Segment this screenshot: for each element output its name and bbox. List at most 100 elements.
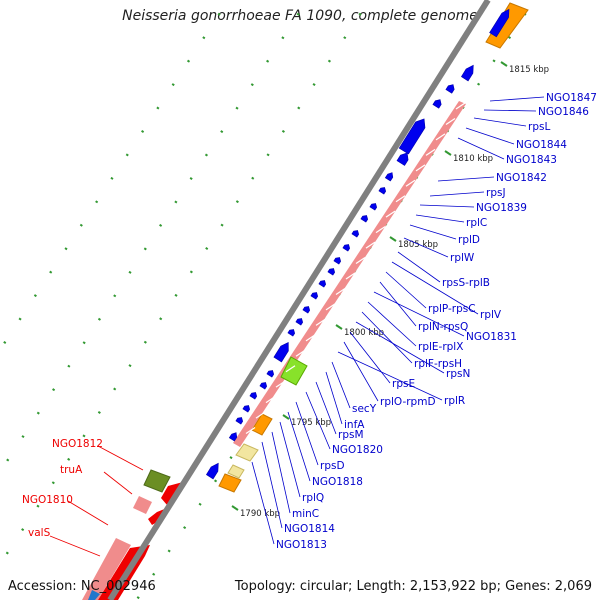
rna-gene-divider-3 [425, 148, 436, 156]
leader-line-15 [373, 291, 465, 337]
orange-block-low [218, 473, 242, 493]
forward-gene-13 [327, 268, 336, 276]
orange-block-top [485, 2, 529, 49]
red-leader-line-0 [97, 445, 144, 471]
rna-gene-divider-17 [285, 365, 296, 373]
orange-block-mid [251, 413, 273, 436]
rna-gene-divider-2 [435, 133, 446, 141]
forward-gene-15 [310, 292, 319, 300]
leader-line-29 [271, 431, 291, 514]
gene-label-24: rpsM [338, 429, 364, 441]
gene-label-11: rpsS-rplB [442, 277, 490, 289]
red-gene-label-0: NGO1812 [52, 438, 103, 450]
dotted-guide-lines [0, 0, 536, 600]
rna-gene-divider-19 [265, 396, 276, 404]
kbp-tick-3 [335, 324, 343, 330]
forward-gene-2 [445, 84, 455, 94]
leader-line-31 [251, 461, 275, 545]
gene-label-13: rplP-rpsC [428, 303, 476, 315]
gene-label-23: infA [344, 419, 365, 431]
gene-label-6: rpsJ [486, 187, 506, 199]
forward-gene-25 [228, 432, 238, 442]
forward-gene-5 [396, 152, 409, 166]
rna-gene-divider-15 [305, 334, 316, 342]
forward-gene-22 [249, 392, 258, 400]
gene-label-15: NGO1831 [466, 331, 517, 343]
leader-line-25 [305, 391, 331, 450]
rna-gene-divider-1 [445, 117, 456, 125]
yellow-block-a [235, 443, 259, 462]
forward-gene-12 [333, 257, 342, 265]
kbp-label-5: 1790 kbp [240, 509, 280, 519]
kbp-label-4: 1795 kbp [291, 418, 331, 428]
forward-gene-21 [259, 382, 268, 390]
rna-gene-divider-20 [255, 411, 266, 419]
rna-gene-divider-11 [345, 272, 356, 280]
gene-label-28: rplQ [302, 492, 324, 504]
kbp-tick-2 [389, 236, 397, 242]
gene-label-22: secY [352, 403, 377, 415]
leader-line-30 [261, 441, 283, 529]
leader-line-3 [465, 127, 515, 145]
gene-label-26: rpsD [320, 460, 345, 472]
forward-genes [205, 8, 510, 480]
leader-line-13 [385, 271, 427, 309]
gene-label-29: minC [292, 508, 319, 520]
forward-gene-20 [266, 370, 275, 378]
red-leader-line-3 [49, 535, 101, 557]
gene-labels: NGO1847 NGO1846 rpsL NGO1844 NGO1843 NGO1842 r… [22, 92, 597, 551]
leader-line-27 [287, 411, 311, 482]
forward-gene-0 [489, 8, 510, 38]
leader-line-8 [415, 214, 465, 223]
gene-label-16: rplE-rplX [418, 341, 463, 353]
red-gene-label-1: truA [60, 464, 83, 476]
forward-gene-1 [460, 64, 474, 82]
leader-line-12 [391, 261, 479, 315]
gene-label-9: rplD [458, 234, 480, 246]
leader-line-1 [483, 109, 537, 112]
gene-label-1: NGO1846 [538, 106, 589, 118]
rna-gene-divider-12 [335, 287, 346, 295]
kbp-tick-4 [282, 414, 290, 420]
gene-label-8: rplC [466, 217, 487, 229]
rna-gene-divider-7 [385, 210, 396, 218]
leader-line-21 [337, 351, 443, 401]
kbp-label-3: 1800 kbp [344, 328, 384, 338]
leader-line-9 [409, 224, 457, 240]
blue-bottom-sliver [88, 590, 100, 600]
accession-label: Accession: NC_002946 [8, 579, 156, 594]
gene-label-0: NGO1847 [546, 92, 597, 104]
gene-label-18: rpsN [446, 368, 470, 380]
forward-gene-10 [351, 230, 360, 238]
gene-label-12: rplV [480, 309, 502, 321]
forward-gene-6 [384, 172, 394, 182]
leader-line-2 [473, 117, 527, 127]
leader-line-20 [343, 341, 379, 402]
rna-gene-divider-9 [365, 241, 376, 249]
forward-gene-11 [342, 244, 351, 252]
leader-line-4 [457, 137, 505, 160]
forward-gene-19 [273, 342, 289, 363]
rna-genes [245, 102, 466, 435]
gene-label-4: NGO1843 [506, 154, 557, 166]
genome-backbone [107, 0, 491, 600]
gene-label-2: rpsL [528, 121, 550, 133]
gene-label-20: rplO-rpmD [380, 396, 436, 408]
leader-line-16 [367, 301, 417, 347]
olive-gene [143, 469, 171, 493]
leader-line-26 [295, 401, 319, 466]
gene-label-31: NGO1813 [276, 539, 327, 551]
guide-line-1 [0, 0, 371, 567]
kbp-tick-1 [444, 150, 452, 156]
leader-line-10 [403, 237, 449, 258]
forward-gene-8 [369, 203, 378, 211]
gene-label-5: NGO1842 [496, 172, 547, 184]
topology-label: Topology: circular; Length: 2,153,922 bp… [234, 579, 592, 594]
rna-gene-divider-13 [325, 303, 336, 311]
leader-line-28 [279, 421, 301, 498]
label-leader-lines [49, 96, 545, 557]
red-leader-line-2 [67, 500, 109, 526]
gene-label-7: NGO1839 [476, 202, 527, 214]
forward-gene-23 [242, 405, 251, 413]
